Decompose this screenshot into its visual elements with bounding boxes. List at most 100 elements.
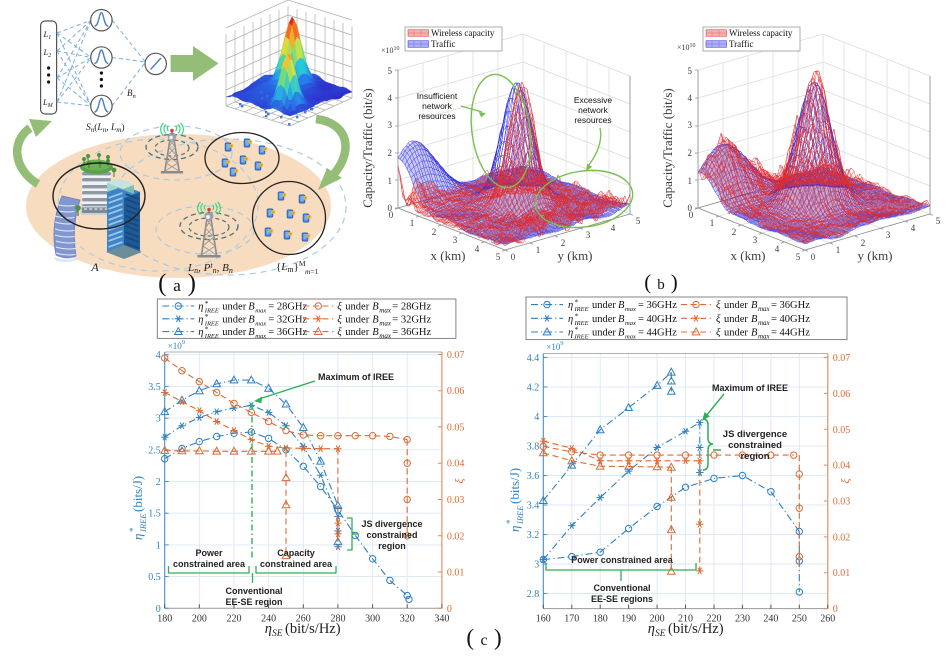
svg-text:= 28GHz: = 28GHz: [392, 302, 431, 313]
svg-text:0.03: 0.03: [833, 496, 851, 507]
svg-text:ξ: ξ: [716, 328, 721, 339]
svg-text:170: 170: [564, 614, 579, 625]
svg-text:4: 4: [688, 93, 693, 103]
svg-text:3: 3: [753, 235, 758, 245]
svg-text:constrained area: constrained area: [260, 559, 333, 569]
svg-text:Power constrained area: Power constrained area: [571, 555, 674, 565]
svg-text:3: 3: [156, 414, 161, 425]
svg-text:B: B: [248, 302, 255, 313]
svg-text:0.07: 0.07: [833, 353, 851, 364]
svg-text:resources: resources: [574, 115, 611, 125]
svg-text:0: 0: [156, 604, 161, 615]
svg-text:2: 2: [688, 148, 693, 158]
svg-text:0.01: 0.01: [447, 568, 465, 579]
svg-text:300: 300: [365, 613, 380, 624]
svg-text:2: 2: [732, 227, 737, 237]
svg-text:B: B: [618, 328, 625, 339]
svg-text:3: 3: [388, 120, 393, 130]
svg-text:5: 5: [796, 252, 801, 262]
svg-text:η: η: [198, 327, 203, 338]
svg-text:1: 1: [836, 245, 841, 255]
svg-text:m=1: m=1: [305, 267, 319, 276]
svg-text:4.2: 4.2: [527, 383, 540, 394]
svg-text:region: region: [378, 541, 406, 551]
svg-text:= 32GHz: = 32GHz: [268, 314, 307, 325]
svg-text:under: under: [345, 302, 369, 313]
svg-text:5: 5: [936, 216, 941, 226]
svg-text:η: η: [507, 526, 522, 532]
svg-text:Traffic: Traffic: [729, 39, 754, 49]
svg-text:0.02: 0.02: [447, 531, 465, 542]
svg-text:1: 1: [710, 218, 715, 228]
svg-text:JS divergence: JS divergence: [723, 429, 787, 440]
svg-text:5: 5: [496, 252, 501, 262]
svg-text:y (km): y (km): [557, 248, 592, 263]
svg-text:max: max: [625, 334, 636, 341]
svg-text:Capacity: Capacity: [277, 548, 315, 558]
svg-text:2: 2: [156, 477, 161, 488]
svg-text:*: *: [128, 527, 138, 532]
svg-text:B: B: [372, 314, 379, 325]
svg-text:260: 260: [820, 614, 835, 625]
svg-text:IREE: IREE: [515, 505, 525, 525]
svg-text:η: η: [648, 621, 655, 637]
svg-text:9: 9: [560, 340, 563, 347]
svg-text:0: 0: [811, 252, 816, 262]
svg-text:2: 2: [561, 238, 566, 248]
svg-text:0.05: 0.05: [447, 422, 465, 433]
svg-text:3: 3: [886, 230, 891, 240]
svg-text:Wireless capacity: Wireless capacity: [431, 28, 495, 38]
svg-text:B: B: [248, 327, 255, 338]
svg-text:0: 0: [688, 203, 693, 213]
svg-text:220: 220: [707, 614, 722, 625]
svg-text:340: 340: [434, 613, 449, 624]
svg-text:4: 4: [475, 244, 480, 254]
svg-text:2: 2: [861, 238, 866, 248]
svg-text:= 40GHz: = 40GHz: [771, 314, 810, 325]
svg-text:Ln, Ptn, Bn: Ln, Ptn, Bn: [187, 261, 233, 275]
svg-text:*: *: [205, 299, 209, 308]
svg-text:0: 0: [447, 604, 452, 615]
svg-text:240: 240: [261, 613, 276, 624]
svg-text:×10: ×10: [168, 341, 183, 351]
svg-text:3.4: 3.4: [527, 501, 540, 512]
svg-text:320: 320: [400, 613, 415, 624]
svg-text:max: max: [255, 308, 266, 315]
svg-text:under: under: [724, 328, 748, 339]
svg-text:3: 3: [534, 560, 539, 571]
svg-text:180: 180: [593, 614, 608, 625]
svg-text:network: network: [422, 101, 453, 111]
svg-text:max: max: [625, 320, 636, 327]
svg-text:3.6: 3.6: [527, 471, 540, 482]
svg-text:3.2: 3.2: [527, 530, 540, 541]
svg-text:max: max: [758, 333, 771, 341]
svg-text:constrained: constrained: [366, 530, 417, 540]
svg-text:Insufficient: Insufficient: [417, 91, 458, 101]
svg-text:200: 200: [192, 613, 207, 624]
svg-text:network: network: [578, 105, 609, 115]
svg-text:230: 230: [735, 614, 750, 625]
svg-text:ξ: ξ: [716, 314, 721, 325]
svg-text:η: η: [198, 302, 203, 313]
svg-text:max: max: [255, 333, 266, 340]
svg-text:under: under: [222, 327, 246, 338]
svg-text:(bit/s/Hz): (bit/s/Hz): [668, 621, 724, 637]
svg-text:= 36GHz: = 36GHz: [771, 300, 810, 311]
svg-text:*: *: [205, 312, 209, 321]
svg-text:0.04: 0.04: [833, 461, 851, 472]
svg-text:ξ: ξ: [337, 327, 342, 338]
svg-text:*: *: [575, 298, 579, 307]
svg-text:160: 160: [536, 614, 551, 625]
svg-text:B: B: [248, 314, 255, 325]
svg-text:IREE: IREE: [138, 513, 148, 533]
svg-text:3: 3: [453, 235, 458, 245]
svg-text:4: 4: [388, 93, 393, 103]
svg-text:0: 0: [689, 210, 694, 220]
svg-text:0: 0: [833, 604, 838, 615]
svg-text:1: 1: [388, 176, 393, 186]
svg-text:= 36GHz: = 36GHz: [638, 300, 677, 311]
svg-text:max: max: [758, 319, 771, 327]
svg-text:under: under: [724, 314, 748, 325]
svg-text:Maximum of IREE: Maximum of IREE: [712, 383, 788, 393]
svg-text:= 28GHz: = 28GHz: [268, 302, 307, 313]
